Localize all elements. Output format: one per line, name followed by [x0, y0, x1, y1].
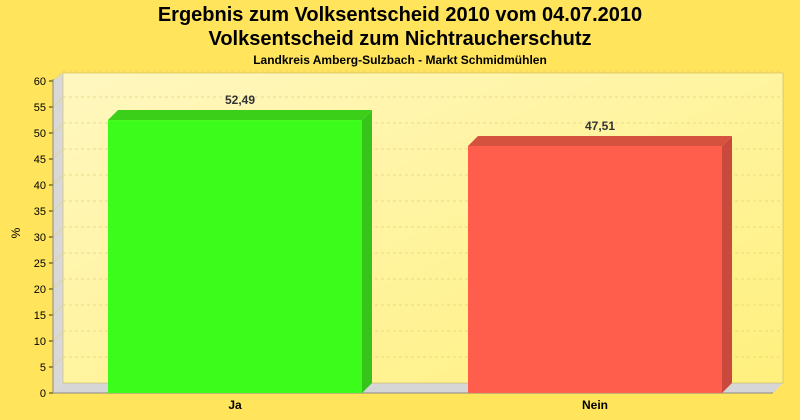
- y-tick-label: 10: [34, 336, 46, 348]
- plot-side-wall: [53, 73, 63, 393]
- gridline-side: [52, 252, 64, 264]
- gridline-side: [52, 96, 64, 108]
- y-tick-label: 45: [34, 154, 46, 166]
- y-tick-label: 20: [34, 284, 46, 296]
- bar-front: [468, 145, 722, 393]
- chart-title: Ergebnis zum Volksentscheid 2010 vom 04.…: [157, 4, 643, 26]
- gridline-side: [52, 356, 64, 368]
- x-tick-label: Ja: [228, 398, 242, 412]
- y-tick-label: 25: [34, 258, 46, 270]
- bar-side: [362, 110, 372, 393]
- chart-caption: Landkreis Amberg-Sulzbach - Markt Schmid…: [253, 53, 547, 67]
- y-tick-label: 5: [40, 362, 46, 374]
- y-tick-label: 0: [40, 388, 46, 400]
- gridline-side: [52, 226, 64, 238]
- gridline-side: [52, 148, 64, 160]
- y-tick-label: 50: [34, 128, 46, 140]
- x-tick-label: Nein: [582, 398, 608, 412]
- gridline-side: [52, 278, 64, 290]
- y-tick-label: 15: [34, 310, 46, 322]
- y-tick-labels: 0 5 10 15 20 25 30 35 40 45 50 55 60: [34, 76, 46, 400]
- bars: 52,49 47,51: [108, 93, 732, 393]
- x-tick-labels: Ja Nein: [228, 398, 608, 412]
- chart-subtitle: Volksentscheid zum Nichtraucherschutz: [208, 28, 592, 50]
- y-tick-label: 40: [34, 180, 46, 192]
- data-label: 47,51: [585, 119, 615, 133]
- y-tick-label: 55: [34, 102, 46, 114]
- y-tick-label: 30: [34, 232, 46, 244]
- bar-side: [722, 135, 732, 393]
- data-label: 52,49: [225, 93, 255, 107]
- bar-top: [108, 110, 372, 121]
- gridline-side: [52, 122, 64, 134]
- bar-ja: 52,49: [108, 93, 372, 393]
- y-axis-label: %: [9, 227, 23, 238]
- bar-nein: 47,51: [468, 119, 732, 393]
- gridline-side: [52, 304, 64, 316]
- y-tick-label: 60: [34, 76, 46, 88]
- bar-top: [468, 135, 732, 146]
- gridline-side: [52, 70, 64, 82]
- y-tick-label: 35: [34, 206, 46, 218]
- gridline-side: [52, 174, 64, 186]
- gridline-side: [52, 200, 64, 212]
- gridline-side: [52, 330, 64, 342]
- bar-front: [108, 120, 362, 393]
